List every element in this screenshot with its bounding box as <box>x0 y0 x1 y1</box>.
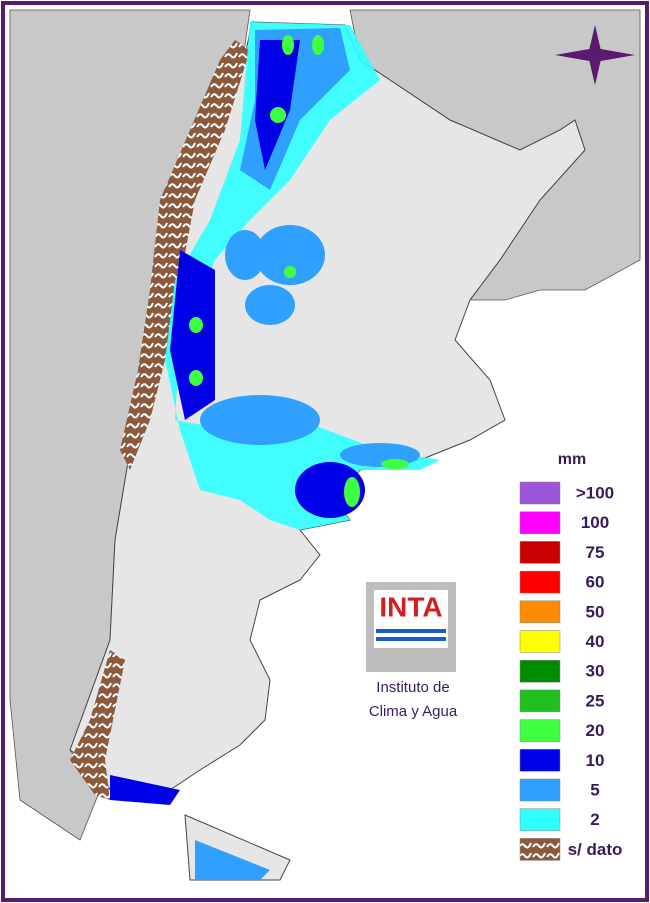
legend-label: 10 <box>586 751 605 770</box>
legend-swatch <box>519 570 561 594</box>
legend-label: 2 <box>590 810 599 829</box>
legend-swatch <box>519 778 561 802</box>
legend-label: 60 <box>586 573 605 592</box>
legend-label: >100 <box>576 483 614 502</box>
legend-label: 75 <box>586 543 605 562</box>
legend-swatch <box>519 808 561 831</box>
no-data-area <box>70 650 125 800</box>
precipitation <box>110 22 440 880</box>
legend-title: mm <box>558 451 586 468</box>
legend-swatch <box>519 689 561 713</box>
legend-swatch <box>519 600 561 624</box>
legend-label: 20 <box>586 721 605 740</box>
no-data-area <box>120 40 250 470</box>
compass <box>555 25 635 85</box>
legend-label: 40 <box>586 632 605 651</box>
legend-swatch <box>519 511 561 534</box>
logo-caption: Instituto de <box>376 679 449 696</box>
legend-label: 30 <box>586 662 605 681</box>
legend-swatch <box>519 659 561 683</box>
legend-swatch <box>519 838 561 861</box>
legend-swatch <box>519 719 561 742</box>
logo-caption: Clima y Agua <box>369 703 458 720</box>
legend-label: 50 <box>586 602 605 621</box>
logo-text: INTA <box>379 591 442 622</box>
legend: >100 100 75 60 50 40 30 25 20 10 5 2 s/ dato <box>519 481 623 861</box>
legend-label: 100 <box>581 513 609 532</box>
legend-label: 5 <box>590 780 599 799</box>
legend-label: s/ dato <box>568 840 623 859</box>
legend-swatch <box>519 481 561 505</box>
legend-swatch <box>519 541 561 564</box>
legend-label: 25 <box>586 691 605 710</box>
legend-swatch <box>519 749 561 772</box>
argentina <box>69 21 586 791</box>
legend-swatch <box>519 630 561 653</box>
logo: INTA Instituto de Clima y Agua <box>366 582 458 720</box>
